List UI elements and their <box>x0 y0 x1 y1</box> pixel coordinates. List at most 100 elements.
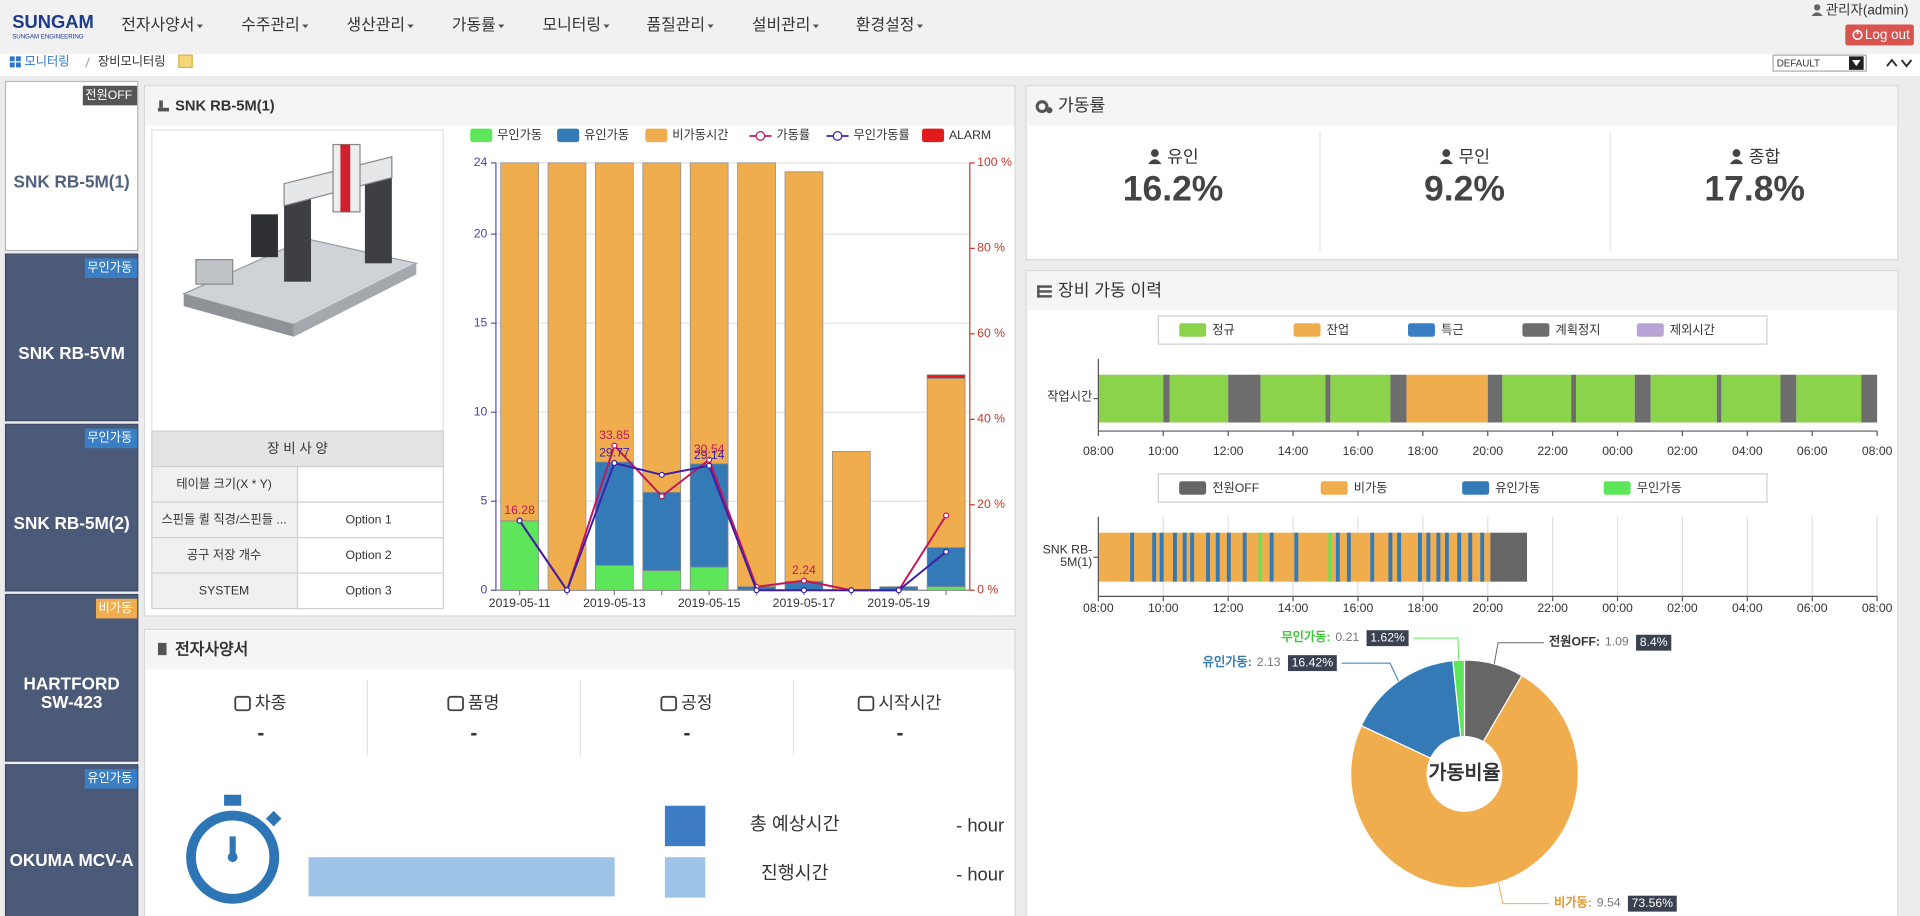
spec-value: Option 1 <box>345 513 391 527</box>
spec-value: Option 2 <box>345 548 391 562</box>
legend-swatch <box>1603 481 1631 495</box>
breadcrumb-current: 장비모니터링 <box>98 55 166 69</box>
menu-item[interactable]: 가동률 <box>452 16 496 34</box>
bar-segment <box>926 586 966 591</box>
field-icon <box>234 695 251 712</box>
user-icon <box>1811 4 1823 16</box>
machine-name-box: OKUMA MCV-A <box>9 849 134 870</box>
menu-caret <box>916 24 924 29</box>
logout-button[interactable] <box>1845 24 1914 46</box>
gear-icon <box>1035 100 1053 114</box>
x-tick-label: 16:00 <box>1343 601 1374 615</box>
x-tick-label: 04:00 <box>1732 444 1763 458</box>
x-tick-label: 08:00 <box>1862 601 1893 615</box>
machine-tile[interactable] <box>4 764 139 916</box>
menu-item[interactable]: 전자사양서 <box>121 16 194 34</box>
line-marker <box>706 462 713 469</box>
machine-status: 전원OFF <box>85 88 132 102</box>
status-badge <box>84 428 138 449</box>
line-marker <box>800 587 807 594</box>
timelines: 정규 잔업 특근 계획정지 제외시간 08:00 10:00 12:00 14:00 16:00 1… <box>1043 315 1893 615</box>
breadcrumb-link[interactable]: 모니터링 <box>24 55 69 69</box>
line-marker <box>848 587 855 594</box>
panel-title: 가동률 <box>1058 95 1105 115</box>
bar-segment <box>595 461 634 566</box>
bar-segment <box>689 463 729 568</box>
y2-tick-label: 0 % <box>977 582 998 596</box>
legend-label: 비가동시간 <box>672 128 728 142</box>
machine-tile[interactable] <box>4 593 139 762</box>
line-marker <box>800 577 807 584</box>
legend-label: 제외시간 <box>1670 323 1715 337</box>
timeline-segment <box>1388 532 1393 582</box>
spec-value: Option 3 <box>345 584 391 598</box>
folder-icon <box>178 54 193 69</box>
timeline-segment <box>1436 532 1441 582</box>
timer-label: 총 예상시간 <box>750 813 840 834</box>
logout-text[interactable]: Log out <box>1865 27 1910 42</box>
legend-swatch <box>1408 323 1435 337</box>
grid-icon <box>9 56 21 68</box>
pie-hole <box>1426 735 1503 812</box>
timeline-segment <box>1370 532 1375 582</box>
x-tick-label: 22:00 <box>1537 601 1568 615</box>
menu-caret <box>407 24 414 29</box>
machine-image <box>181 143 419 337</box>
collapse-arrows[interactable] <box>1886 58 1913 68</box>
x-tick-label: 00:00 <box>1602 601 1633 615</box>
timeline-segment <box>1576 374 1635 423</box>
spec-label-cell <box>151 465 299 503</box>
timeline-segment <box>1468 532 1473 582</box>
leader-line <box>1413 637 1460 661</box>
machine-name-box: SNK RB-5M(1) <box>14 172 130 190</box>
menu-item[interactable]: 수주관리 <box>241 16 300 34</box>
line-marker <box>753 587 760 594</box>
logo[interactable]: SUNGAM <box>12 11 94 32</box>
x-tick-label: 2019-05-15 <box>678 596 741 610</box>
menu-item[interactable]: 모니터링 <box>542 16 601 34</box>
timer-value: - hour <box>956 863 1004 884</box>
menu-item[interactable]: 설비관리 <box>752 16 811 34</box>
y-tick-label: 24 <box>474 155 488 169</box>
stat-label: 무인 <box>1459 147 1491 167</box>
timeline-segment <box>1325 374 1331 423</box>
slice-label: 전원OFF: 1.09 <box>1549 634 1629 649</box>
machine-name: OKUMA MCV-A <box>9 849 134 870</box>
stat-label: 유인 <box>1167 147 1199 167</box>
slice-value: 9.54 <box>1597 896 1621 910</box>
timeline-segment <box>1571 374 1577 423</box>
spec-value-cell <box>296 465 444 503</box>
spec-label: 테이블 크기(X * Y) <box>176 477 272 491</box>
machine-tile[interactable] <box>4 253 139 422</box>
status-badge <box>82 85 138 106</box>
x-tick-label: 10:00 <box>1148 601 1179 615</box>
data-label: 30.54 <box>694 442 725 456</box>
view-select[interactable] <box>1772 54 1867 72</box>
view-select-text[interactable]: DEFAULT <box>1777 58 1820 69</box>
legend-label: 비가동 <box>1354 481 1388 495</box>
menu-item[interactable]: 품질관리 <box>647 16 706 34</box>
field-icon <box>660 695 677 712</box>
x-tick-label: 06:00 <box>1797 601 1828 615</box>
menu-item[interactable]: 환경설정 <box>856 16 915 34</box>
chart-icon <box>1037 285 1052 298</box>
machine-tile[interactable] <box>4 423 139 592</box>
percent-label: 16.42% <box>1292 655 1334 669</box>
timeline-segment <box>1502 374 1572 423</box>
machine-tile[interactable] <box>4 80 139 252</box>
legend-swatch <box>664 805 706 847</box>
x-tick-label: 10:00 <box>1148 444 1179 458</box>
slice-label: 유인가동: 2.13 <box>1203 654 1281 669</box>
slice-label: 무인가동: 0.21 <box>1281 629 1359 644</box>
legend-label: 유인가동 <box>1495 481 1540 495</box>
timer-label: 진행시간 <box>761 862 829 883</box>
percent-label: 1.62% <box>1370 630 1405 644</box>
machine-status: 무인가동 <box>87 431 132 445</box>
bar-segment <box>500 520 539 591</box>
menu-caret <box>707 24 714 29</box>
legend-swatch <box>1462 481 1490 495</box>
menu-item[interactable]: 생산관리 <box>347 16 406 34</box>
x-tick-label: 2019-05-13 <box>583 596 646 610</box>
